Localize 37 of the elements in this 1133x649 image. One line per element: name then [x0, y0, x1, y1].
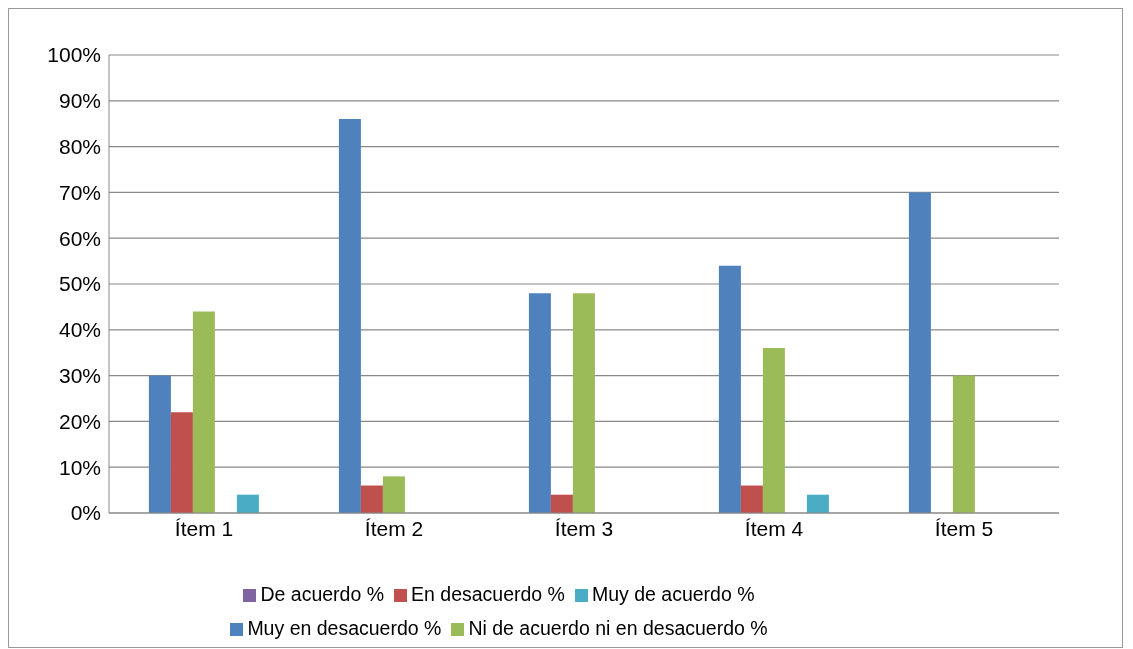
bar — [148, 375, 171, 513]
y-tick-label: 30% — [58, 364, 101, 388]
y-tick-label: 20% — [58, 409, 101, 433]
legend-label: En desacuerdo % — [411, 583, 565, 605]
bar — [382, 476, 405, 513]
y-tick-label: 90% — [58, 89, 101, 113]
x-tick-label: Ítem 4 — [744, 516, 804, 540]
bar — [762, 348, 785, 513]
x-tick-label: Ítem 1 — [174, 516, 234, 540]
legend-label: Muy en desacuerdo % — [247, 617, 442, 639]
bar — [806, 494, 829, 513]
bar — [192, 311, 215, 513]
bar — [528, 293, 551, 513]
y-tick-label: 60% — [58, 226, 101, 250]
bar — [718, 265, 741, 513]
y-tick-label: 0% — [70, 501, 101, 525]
y-tick-label: 80% — [58, 135, 101, 159]
y-tick-label: 70% — [58, 180, 101, 204]
y-tick-label: 40% — [58, 318, 101, 342]
x-tick-label: Ítem 3 — [554, 516, 614, 540]
bar — [740, 485, 763, 513]
bar — [360, 485, 383, 513]
bar — [550, 494, 573, 513]
bar — [952, 375, 975, 513]
y-tick-label: 10% — [58, 455, 101, 479]
bar — [170, 412, 193, 513]
x-tick-label: Ítem 5 — [934, 516, 994, 540]
bar — [572, 293, 595, 513]
y-tick-label: 100% — [47, 43, 101, 67]
bar — [236, 494, 259, 513]
legend-label: De acuerdo % — [260, 583, 385, 605]
bar — [338, 119, 361, 513]
bar — [908, 192, 931, 513]
legend-label: Ni de acuerdo ni en desacuerdo % — [468, 617, 768, 639]
x-tick-label: Ítem 2 — [364, 516, 424, 540]
legend-label: Muy de acuerdo % — [591, 583, 755, 605]
y-tick-label: 50% — [58, 272, 101, 296]
